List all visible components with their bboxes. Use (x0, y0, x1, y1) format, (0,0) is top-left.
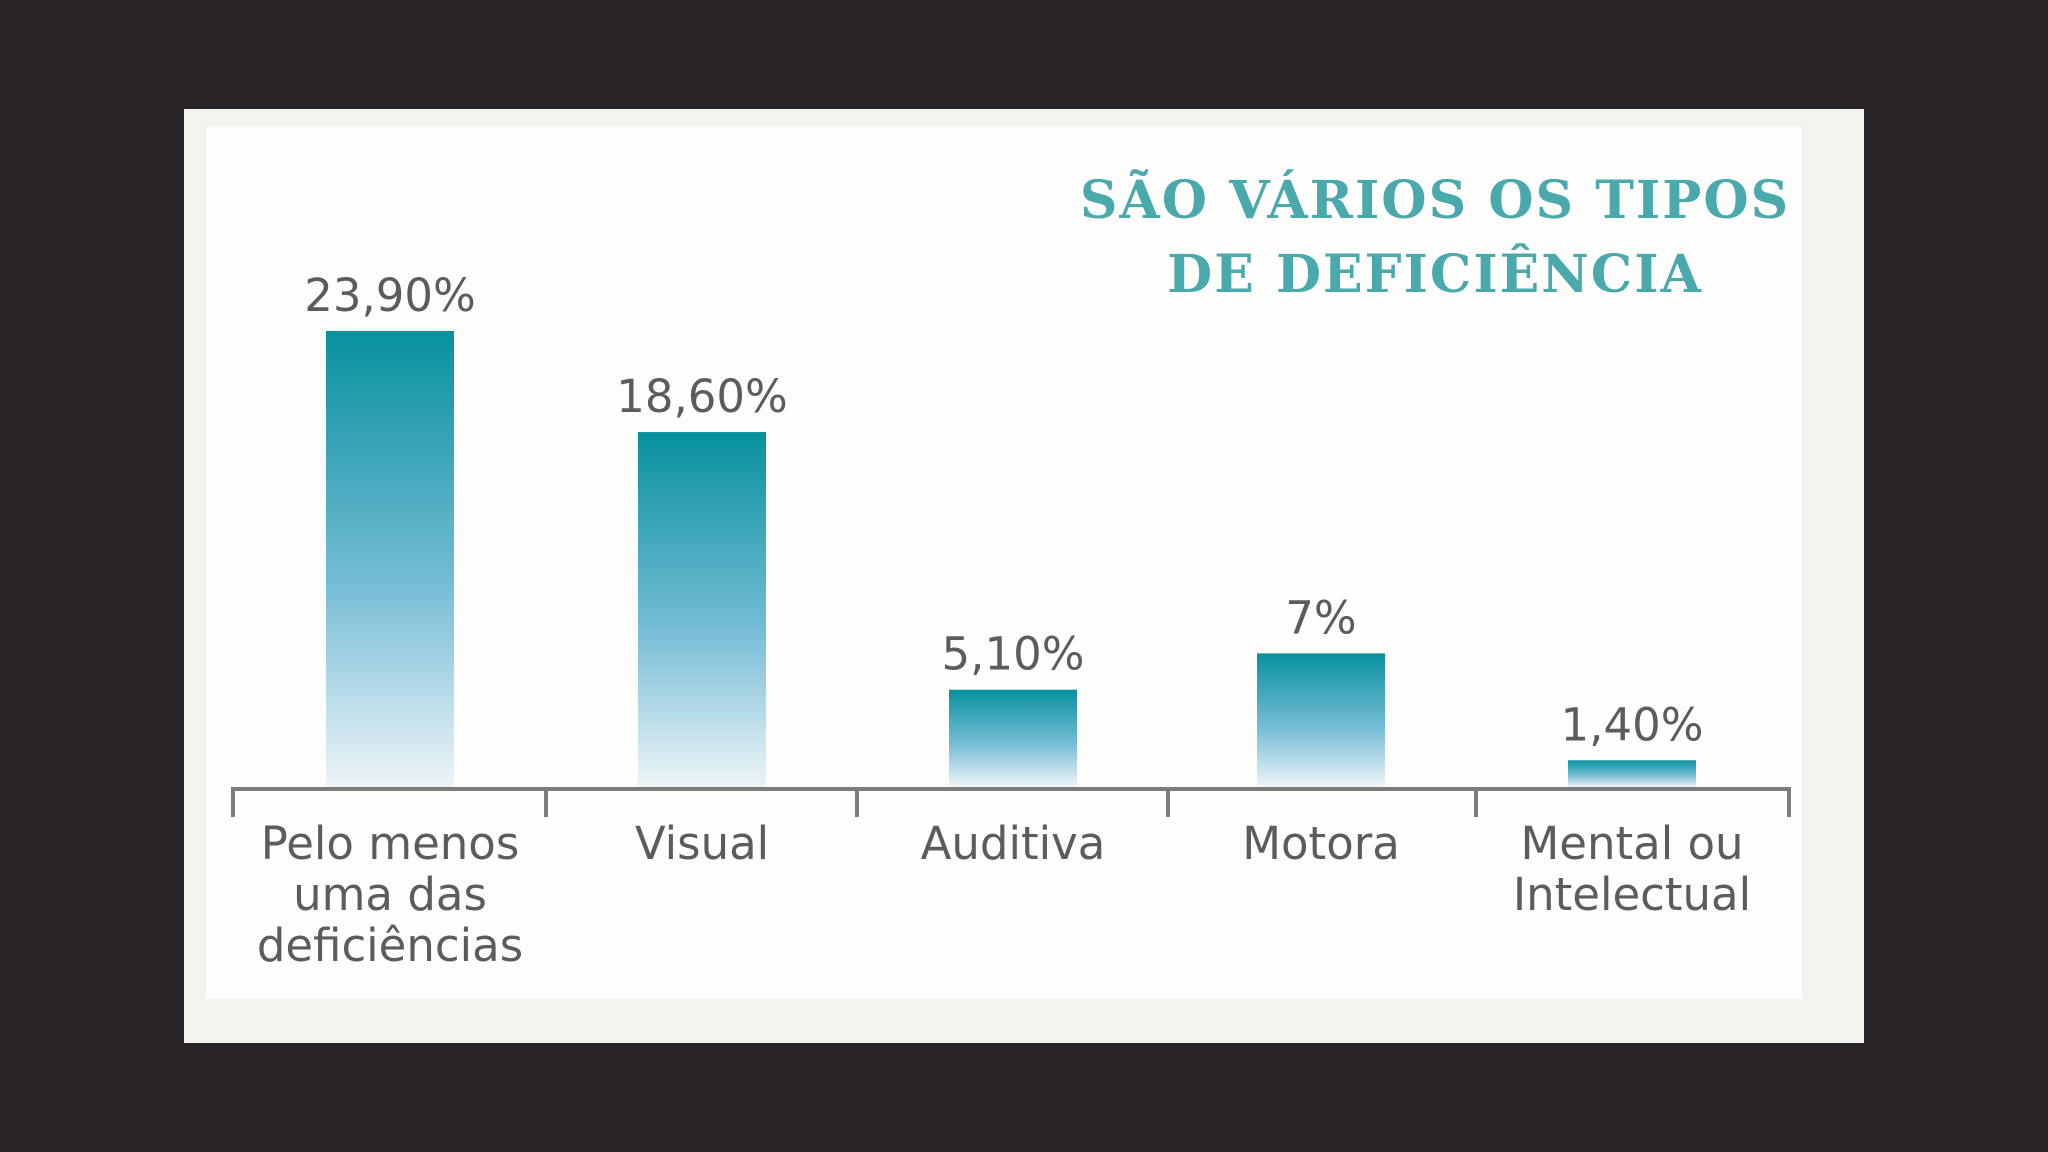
category-label-5-line-2: Intelectual (1513, 868, 1751, 921)
value-label-1: 23,90% (304, 269, 476, 322)
category-label-1-line-2: uma das (293, 868, 487, 921)
bar-5 (1568, 760, 1696, 787)
category-label-3-line-1: Auditiva (921, 817, 1106, 870)
chart-title: SÃO VÁRIOS OS TIPOS DE DEFICIÊNCIA (1080, 169, 1790, 305)
bar-2 (638, 432, 766, 787)
category-label-1-line-3: deficiências (257, 919, 523, 972)
category-label-5-line-1: Mental ou (1520, 817, 1743, 870)
category-label-4-line-1: Motora (1242, 817, 1400, 870)
category-label-2-line-1: Visual (635, 817, 769, 870)
chart-title-line-2: DE DEFICIÊNCIA (1167, 243, 1703, 305)
value-label-2: 18,60% (616, 370, 788, 423)
value-label-3: 5,10% (942, 628, 1085, 681)
bar-1 (326, 330, 454, 787)
bar-3 (949, 689, 1077, 787)
chart-card (184, 109, 1864, 1043)
value-label-5: 1,40% (1561, 698, 1704, 751)
chart-panel (206, 127, 1802, 999)
bar-4 (1257, 653, 1385, 787)
value-labels: 23,90% 18,60% 5,10% 7% 1,40% (304, 269, 1703, 751)
category-label-1-line-1: Pelo menos (261, 817, 520, 870)
value-label-4: 7% (1285, 591, 1356, 644)
chart-title-line-1: SÃO VÁRIOS OS TIPOS (1080, 169, 1790, 231)
x-axis-ticks (231, 787, 1791, 817)
bars (326, 330, 1696, 787)
